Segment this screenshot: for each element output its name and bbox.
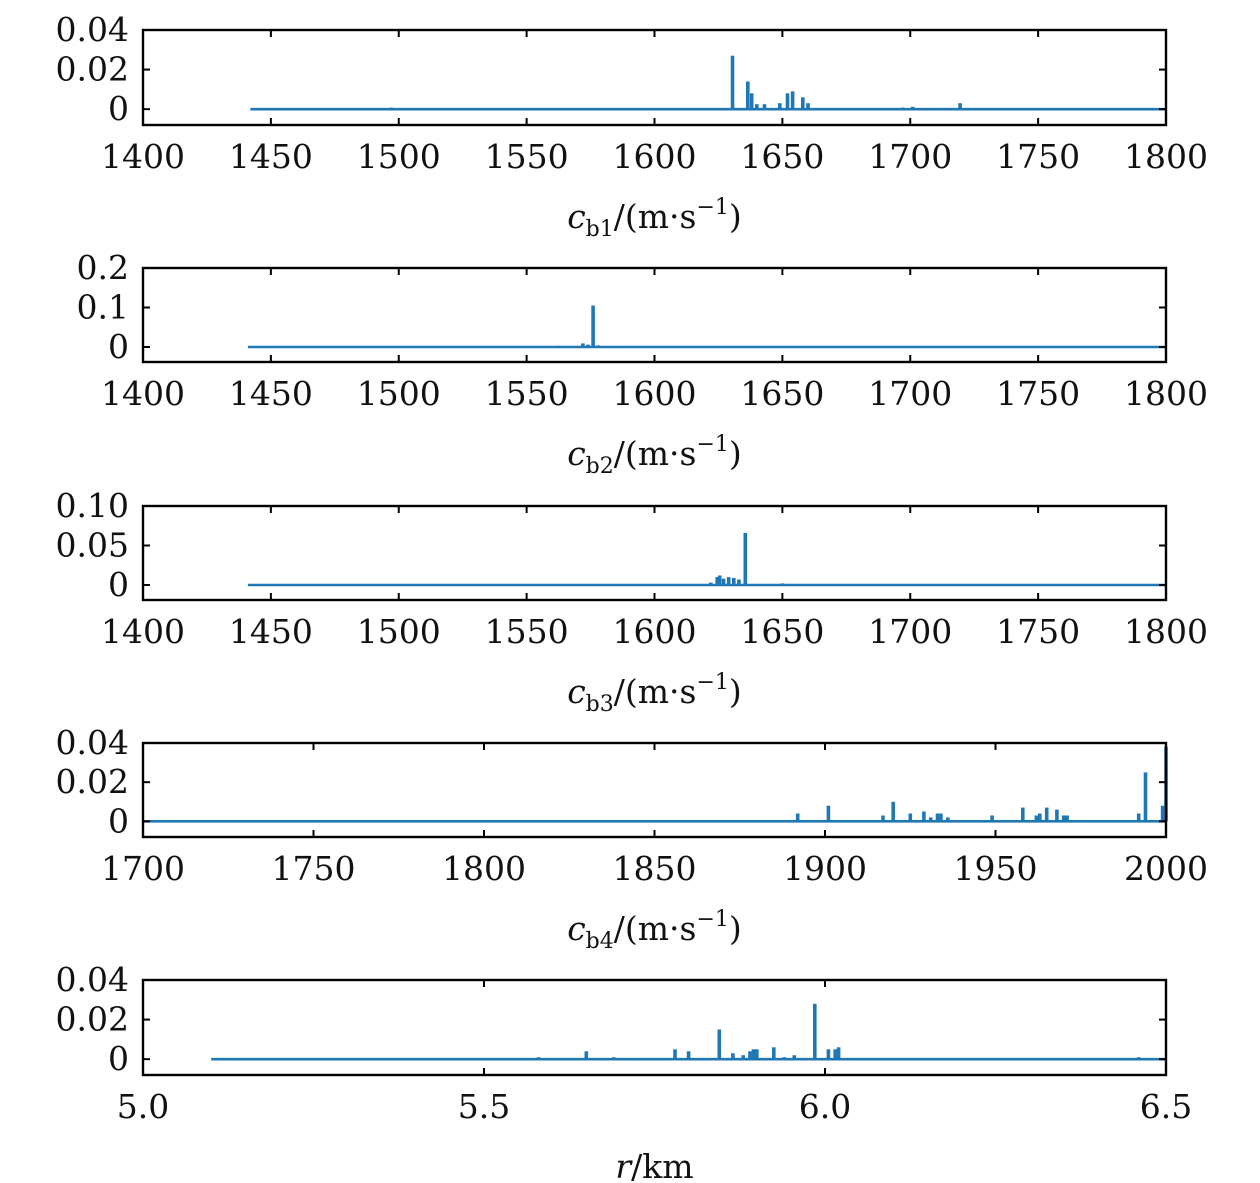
panel-5-xtick-label: 5.5: [458, 1087, 510, 1126]
panel-4-ytick-label: 0.04: [56, 723, 129, 762]
panel-1-ytick-label: 0.04: [56, 10, 129, 49]
panel-4-frame: [141, 741, 1168, 839]
panel-2-xtick-label: 1750: [996, 374, 1080, 413]
panel-1-xtick-label: 1750: [996, 137, 1080, 176]
panel-2-xtick-label: 1800: [1124, 374, 1208, 413]
xaxis-title-subscript: b3: [586, 692, 614, 717]
panel-4-xtick-label: 1900: [783, 849, 867, 888]
panel-4: 1700 1750 1800 1850 1900 1950 2000 00.020.04 cb4…: [56, 723, 1208, 954]
panel-2-xtick-label: 1700: [868, 374, 952, 413]
panel-1-xtick-label: 1400: [101, 137, 185, 176]
xaxis-title-close: ): [729, 672, 742, 711]
panel-2-xtick-label: 1450: [229, 374, 313, 413]
panel-5-xaxis-title: r/km: [615, 1147, 693, 1183]
panel-4-xtick-label: 1700: [101, 849, 185, 888]
panel-1-xtick-label: 1550: [485, 137, 569, 176]
panel-5-ytick-label: 0.02: [56, 1000, 129, 1039]
panel-4-xtick-label: 1800: [442, 849, 526, 888]
xaxis-title-superscript: −1: [696, 670, 728, 695]
panel-3-xtick-label: 1650: [740, 612, 824, 651]
panel-2-xtick-label: 1600: [613, 374, 697, 413]
panel-3-xtick-label: 1750: [996, 612, 1080, 651]
panel-2: 1400 1450 1500 1550 1600 1650 1700 1750 1800 00.1…: [77, 248, 1208, 479]
panel-4-ytick-label: 0: [108, 801, 129, 840]
panel-2-ytick-label: 0.2: [77, 248, 129, 287]
xaxis-title-subscript: b2: [586, 454, 614, 479]
panel-2-xaxis-title: cb2/(m·s−1): [567, 432, 742, 479]
xaxis-title-variable: c: [567, 434, 585, 473]
panel-1-xaxis-title: cb1/(m·s−1): [567, 195, 742, 242]
xaxis-title-unit: /(m·s: [614, 909, 697, 948]
xaxis-title-unit: /(m·s: [614, 672, 697, 711]
panel-5-xtick-label: 6.0: [799, 1087, 851, 1126]
xaxis-title-close: ): [729, 197, 742, 236]
panel-3-ytick-label: 0.10: [56, 486, 129, 525]
panel-3-xtick-label: 1800: [1124, 612, 1208, 651]
panel-4-xtick-label: 1850: [613, 849, 697, 888]
xaxis-title-superscript: −1: [696, 432, 728, 457]
xaxis-title-unit: /(m·s: [614, 434, 697, 473]
panel-5-ytick-label: 0: [108, 1039, 129, 1078]
xaxis-title-variable: c: [567, 197, 585, 236]
panel-1-xtick-label: 1500: [357, 137, 441, 176]
panel-4-ytick-label: 0.02: [56, 762, 129, 801]
panel-3-xtick-label: 1550: [485, 612, 569, 651]
panel-3-xtick-label: 1500: [357, 612, 441, 651]
panel-5-xtick-label: 5.0: [117, 1087, 169, 1126]
panel-1-xtick-label: 1700: [868, 137, 952, 176]
panel-1-xtick-label: 1650: [740, 137, 824, 176]
panel-3-xaxis-title: cb3/(m·s−1): [567, 670, 742, 717]
panel-4-xaxis-title: cb4/(m·s−1): [567, 907, 742, 954]
panel-1-xtick-label: 1450: [229, 137, 313, 176]
panel-4-xtick-label: 1950: [954, 849, 1038, 888]
panel-1-xtick-label: 1600: [613, 137, 697, 176]
panel-5: 5.0 5.5 6.0 6.5 00.020.04 r/km: [56, 960, 1193, 1183]
xaxis-title-subscript: b4: [586, 929, 614, 954]
panel-4-xtick-label: 1750: [272, 849, 356, 888]
panel-5-frame: [141, 978, 1168, 1077]
xaxis-title-variable: c: [567, 909, 585, 948]
xaxis-title-unit: /km: [631, 1147, 693, 1183]
panel-1: 1400 1450 1500 1550 1600 1650 1700 1750 180000.0…: [56, 10, 1208, 242]
xaxis-title-subscript: b1: [586, 217, 614, 242]
panel-2-xtick-label: 1500: [357, 374, 441, 413]
panel-2-xtick-label: 1550: [485, 374, 569, 413]
panel-3-ytick-label: 0: [108, 565, 129, 604]
panel-2-ytick-label: 0: [108, 327, 129, 366]
panel-3-ytick-label: 0.05: [56, 525, 129, 564]
xaxis-title-variable: c: [567, 672, 585, 711]
xaxis-title-variable: r: [615, 1147, 633, 1183]
xaxis-title-unit: /(m·s: [614, 197, 697, 236]
xaxis-title-close: ): [729, 909, 742, 948]
panel-3-xtick-label: 1450: [229, 612, 313, 651]
panel-5-ytick-label: 0.04: [56, 960, 129, 999]
xaxis-title-superscript: −1: [696, 907, 728, 932]
panel-3-xtick-label: 1600: [613, 612, 697, 651]
panel-1-ytick-label: 0.02: [56, 50, 129, 89]
panel-2-xtick-label: 1650: [740, 374, 824, 413]
panel-2-ytick-label: 0.1: [77, 287, 129, 326]
xaxis-title-close: ): [729, 434, 742, 473]
panel-3-xtick-label: 1400: [101, 612, 185, 651]
panel-4-xtick-label: 2000: [1124, 849, 1208, 888]
panel-1-xtick-label: 1800: [1124, 137, 1208, 176]
panel-5-xtick-label: 6.5: [1140, 1087, 1192, 1126]
panel-3: 1400 1450 1500 1550 1600 1650 1700 1750 1800 00.0…: [56, 486, 1208, 717]
panel-3-xtick-label: 1700: [868, 612, 952, 651]
panel-1-frame: [141, 28, 1168, 127]
xaxis-title-superscript: −1: [696, 195, 728, 220]
panel-1-ytick-label: 0: [108, 89, 129, 128]
panel-2-xtick-label: 1400: [101, 374, 185, 413]
